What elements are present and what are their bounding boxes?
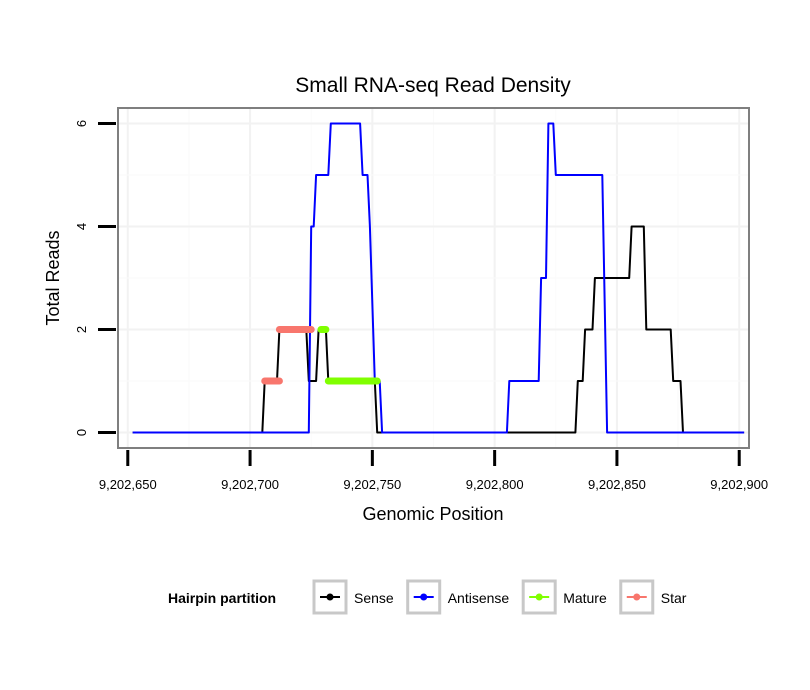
x-tick-label: 9,202,650 [99, 477, 157, 492]
chart-title: Small RNA-seq Read Density [295, 74, 571, 97]
x-tick-label: 9,202,850 [588, 477, 646, 492]
x-tick-label: 9,202,900 [710, 477, 768, 492]
legend-key-dot [326, 593, 334, 601]
x-axis-title: Genomic Position [362, 504, 503, 524]
x-axis: 9,202,650 9,202,700 9,202,750 9,202,800 9,20… [99, 450, 768, 492]
legend: Hairpin partition Sense Antisense Mature St… [168, 579, 687, 615]
plot-border [117, 107, 750, 449]
x-tick-label: 9,202,700 [221, 477, 279, 492]
legend-item-mature: Mature [521, 579, 607, 615]
y-tick-label: 4 [74, 223, 89, 230]
y-tick-label: 2 [74, 326, 89, 333]
legend-title: Hairpin partition [168, 590, 276, 606]
legend-key-dot [633, 593, 641, 601]
legend-key-box [619, 579, 655, 615]
legend-key-dot [535, 593, 543, 601]
y-axis-title: Total Reads [43, 230, 63, 325]
legend-label: Sense [354, 590, 394, 606]
y-tick-label: 6 [74, 120, 89, 127]
x-tick-label: 9,202,750 [343, 477, 401, 492]
grid [118, 108, 749, 448]
legend-label: Star [661, 590, 687, 606]
series-layer [132, 122, 745, 434]
legend-key-dot [420, 593, 428, 601]
legend-item-star: Star [619, 579, 687, 615]
y-axis: 0 2 4 6 [74, 120, 116, 436]
legend-item-antisense: Antisense [406, 579, 510, 615]
legend-item-sense: Sense [312, 579, 394, 615]
legend-label: Mature [563, 590, 607, 606]
x-tick-label: 9,202,800 [466, 477, 524, 492]
legend-label: Antisense [448, 590, 510, 606]
y-tick-label: 0 [74, 429, 89, 436]
